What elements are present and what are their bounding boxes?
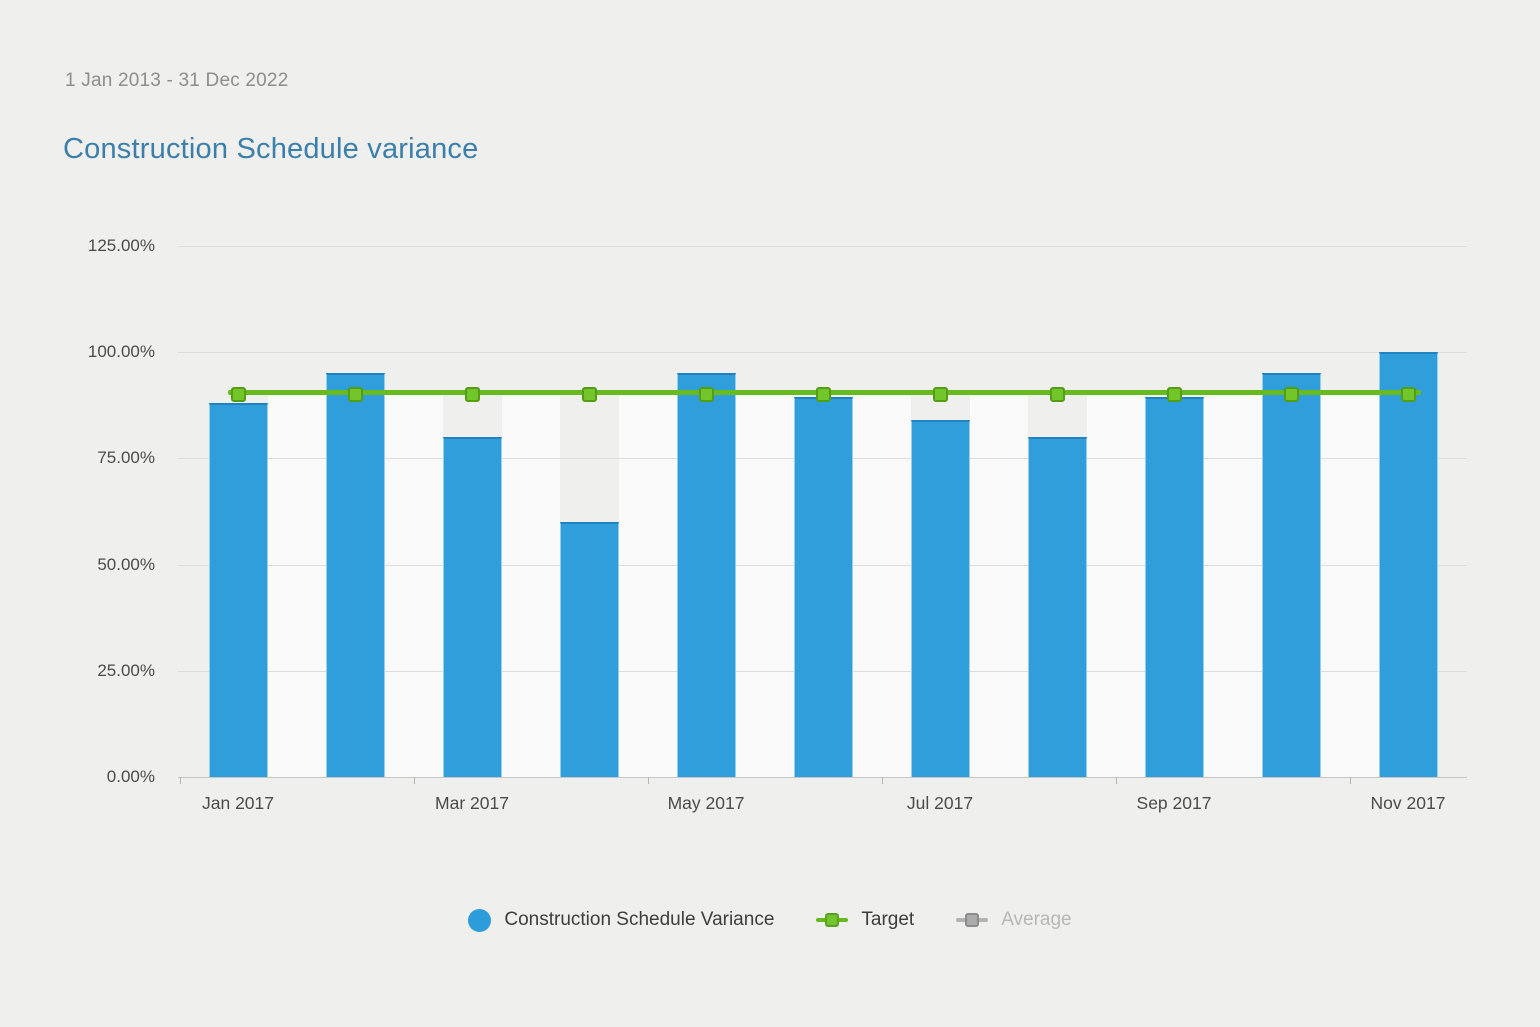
- legend-label: Average: [1001, 909, 1072, 930]
- bar-jul-2017[interactable]: [910, 420, 970, 777]
- legend-item-average[interactable]: Average: [956, 909, 1072, 931]
- legend-line-square-swatch: [816, 912, 849, 928]
- bar-feb-2017[interactable]: [325, 373, 385, 777]
- bar-jan-2017[interactable]: [208, 403, 268, 777]
- x-axis-tick: [1349, 777, 1351, 784]
- y-axis-tick-label: 125.00%: [87, 236, 155, 255]
- column-gap-band: [735, 394, 794, 777]
- x-axis-tick-label: Sep 2017: [1136, 793, 1212, 813]
- column-gap-band: [852, 394, 911, 777]
- bar-apr-2017[interactable]: [559, 522, 619, 777]
- column-gap-band: [1203, 394, 1262, 777]
- bar-aug-2017[interactable]: [1027, 437, 1087, 777]
- gridline-0pct: [178, 777, 1467, 778]
- legend-item-target[interactable]: Target: [816, 909, 914, 931]
- target-marker: [230, 387, 246, 402]
- x-axis-tick: [647, 777, 649, 784]
- y-axis-tick-label: 25.00%: [97, 661, 155, 680]
- x-axis-tick: [1115, 777, 1117, 784]
- y-axis-tick-label: 0.00%: [106, 767, 155, 786]
- column-gap-band: [618, 394, 677, 777]
- legend-item-construction-schedule-variance[interactable]: Construction Schedule Variance: [468, 908, 775, 932]
- page-title: Construction Schedule variance: [63, 133, 479, 165]
- legend-label: Target: [861, 909, 915, 930]
- y-axis-tick-label: 75.00%: [97, 448, 155, 467]
- target-marker: [698, 387, 714, 402]
- legend-circle-swatch: [468, 908, 492, 932]
- bar-mar-2017[interactable]: [442, 437, 502, 777]
- target-marker: [932, 387, 948, 402]
- y-axis-tick-label: 50.00%: [97, 555, 155, 574]
- target-marker: [464, 387, 480, 402]
- x-axis-tick: [179, 777, 181, 784]
- date-range-label: 1 Jan 2013 - 31 Dec 2022: [65, 70, 289, 91]
- gridline-100pct: [178, 352, 1467, 353]
- x-axis-tick-label: Mar 2017: [435, 793, 509, 813]
- legend-label: Construction Schedule Variance: [504, 909, 775, 930]
- bar-sep-2017[interactable]: [1144, 396, 1204, 777]
- target-marker: [581, 387, 597, 402]
- column-gap-band: [384, 394, 443, 777]
- bar-may-2017[interactable]: [676, 373, 736, 777]
- x-axis-tick-label: Jul 2017: [906, 793, 974, 813]
- column-gap-band: [501, 394, 560, 777]
- x-axis-tick: [881, 777, 883, 784]
- x-axis-tick-label: Jan 2017: [201, 793, 275, 813]
- y-axis-tick-label: 100.00%: [87, 342, 155, 361]
- x-axis-tick-label: Nov 2017: [1370, 793, 1446, 813]
- bar-jun-2017[interactable]: [793, 396, 853, 777]
- target-marker: [347, 387, 363, 402]
- chart-legend: Construction Schedule Variance Target Aver…: [0, 898, 1540, 942]
- bar-oct-2017[interactable]: [1261, 373, 1321, 777]
- schedule-variance-chart: 0.00% 25.00% 50.00% 75.00% 100.00% 125.00% Jan…: [87, 236, 1467, 813]
- target-marker: [1283, 387, 1299, 402]
- bar-nov-2017[interactable]: [1378, 352, 1438, 777]
- gridline-125pct: [178, 246, 1467, 247]
- target-marker: [815, 387, 831, 402]
- column-gap-band: [1320, 394, 1379, 777]
- target-marker: [1400, 387, 1416, 402]
- target-marker: [1049, 387, 1065, 402]
- column-gap-band: [1086, 394, 1145, 777]
- column-gap-band: [969, 394, 1028, 777]
- x-axis-tick: [413, 777, 415, 784]
- column-gap-band: [267, 394, 326, 777]
- x-axis-tick-label: May 2017: [667, 793, 745, 813]
- target-marker: [1166, 387, 1182, 402]
- legend-line-square-swatch: [956, 912, 989, 928]
